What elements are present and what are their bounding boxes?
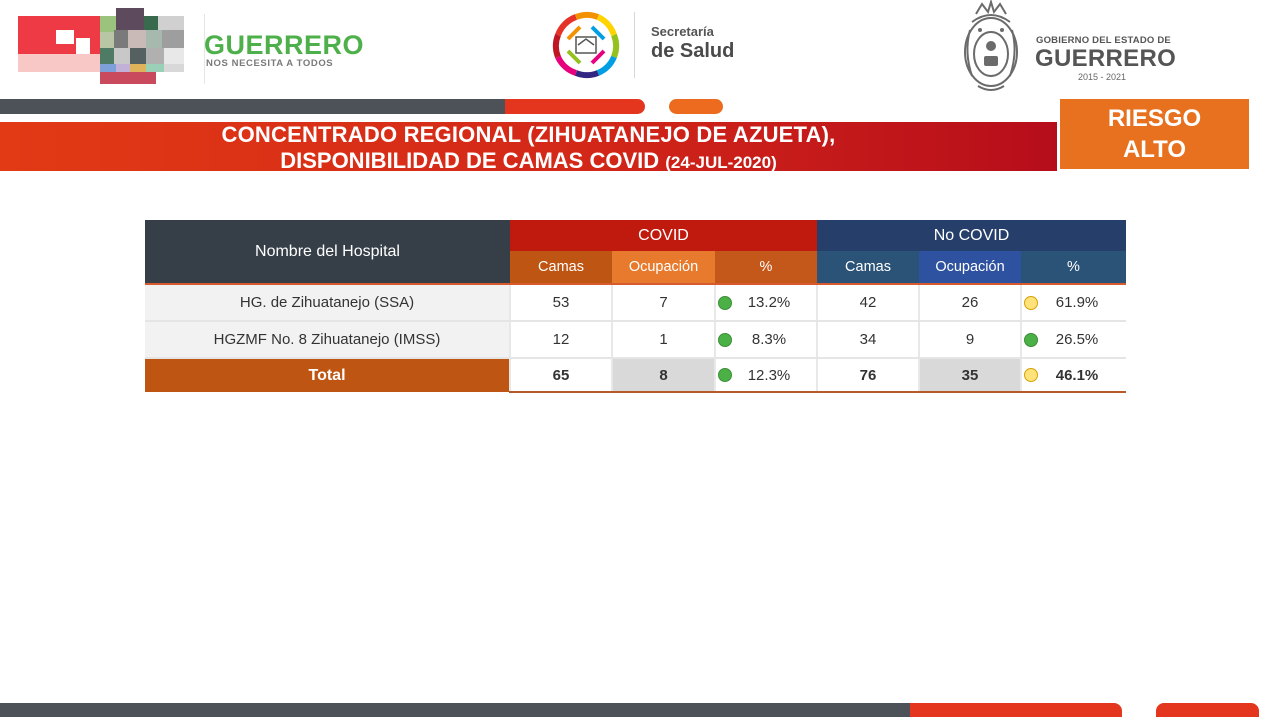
top-red-bar (505, 99, 645, 114)
salud-logo-big-text: de Salud (651, 40, 735, 62)
table-total-row: Total 65 8 12.3% 76 35 46.1% (145, 358, 1127, 393)
guerrero-wordmark: GUERRERO (204, 30, 365, 60)
pixelated-logo-image (18, 8, 198, 86)
banner-date: (24-JUL-2020) (665, 153, 777, 172)
nocovid-beds: 42 (816, 284, 919, 322)
table-row: HG. de Zihuatanejo (SSA) 53 7 13.2% 42 2… (145, 284, 1127, 322)
nocovid-beds: 34 (816, 321, 919, 359)
nocovid-pct: 26.5% (1055, 331, 1099, 348)
nocovid-occupancy: 26 (918, 284, 1021, 322)
gobierno-guerrero-logo: GOBIERNO DEL ESTADO DE GUERRERO 2015 - 2… (958, 0, 1188, 96)
header-covid: COVID (510, 220, 817, 251)
top-gray-bar (0, 99, 505, 114)
top-orange-pill (669, 99, 723, 114)
state-seal-icon (964, 0, 1018, 91)
hospital-beds-table: Nombre del Hospital COVID No COVID Camas… (145, 220, 1127, 393)
covid-beds: 12 (509, 321, 612, 359)
gobierno-years: 2015 - 2021 (1078, 72, 1127, 82)
banner-title-line1: CONCENTRADO REGIONAL (ZIHUATANEJO DE AZU… (221, 122, 836, 147)
total-nocovid-pct-cell: 46.1% (1019, 358, 1127, 393)
header-nocovid-pct: % (1021, 251, 1127, 285)
total-covid-occupancy: 8 (611, 358, 715, 393)
header-covid-occupancy: Ocupación (612, 251, 715, 285)
header-nocovid-beds: Camas (817, 251, 919, 285)
bottom-red-bar (910, 703, 1122, 717)
table-row: HGZMF No. 8 Zihuatanejo (IMSS) 12 1 8.3%… (145, 321, 1127, 359)
covid-pct-cell: 8.3% (714, 321, 817, 359)
header-no-covid: No COVID (817, 220, 1127, 251)
secretaria-salud-logo: Secretaría de Salud (548, 8, 748, 84)
status-green-dot-icon (718, 332, 732, 347)
salud-divider (634, 12, 635, 78)
nocovid-pct: 61.9% (1055, 294, 1099, 311)
risk-label: RIESGO (1107, 105, 1202, 132)
guerrero-logo: GUERRERO NOS NECESITA A TODOS (18, 8, 364, 88)
covid-pct: 13.2% (747, 294, 791, 311)
salud-logo-small-text: Secretaría (651, 24, 714, 39)
status-green-dot-icon (718, 368, 732, 382)
total-covid-pct: 12.3% (747, 366, 791, 384)
covid-beds: 53 (509, 284, 612, 322)
status-yellow-dot-icon (1024, 295, 1038, 310)
header-hospital-name: Nombre del Hospital (145, 220, 510, 285)
logo-divider (204, 14, 205, 84)
total-nocovid-pct: 46.1% (1055, 366, 1099, 384)
salud-emblem-icon (552, 11, 620, 79)
bottom-red-pill (1156, 703, 1259, 717)
covid-pct-cell: 13.2% (714, 284, 817, 322)
header-nocovid-occupancy: Ocupación (919, 251, 1021, 285)
gobierno-small-text: GOBIERNO DEL ESTADO DE (1036, 35, 1171, 46)
nocovid-occupancy: 9 (918, 321, 1021, 359)
covid-pct: 8.3% (751, 331, 787, 348)
banner-title-line2: DISPONIBILIDAD DE CAMAS COVID (24-JUL-20… (0, 148, 1057, 174)
hospital-name: HGZMF No. 8 Zihuatanejo (IMSS) (145, 321, 510, 359)
title-banner: CONCENTRADO REGIONAL (ZIHUATANEJO DE AZU… (0, 122, 1057, 174)
risk-value: ALTO (1122, 136, 1187, 163)
total-covid-pct-cell: 12.3% (714, 358, 817, 393)
nocovid-pct-cell: 61.9% (1019, 284, 1127, 322)
risk-level-box: RIESGO ALTO (1060, 99, 1249, 169)
status-green-dot-icon (718, 295, 732, 310)
status-yellow-dot-icon (1024, 368, 1038, 382)
bottom-gray-bar (0, 703, 910, 717)
guerrero-tagline: NOS NECESITA A TODOS (206, 58, 334, 69)
covid-occupancy: 7 (611, 284, 715, 322)
nocovid-pct-cell: 26.5% (1019, 321, 1127, 359)
hospital-name: HG. de Zihuatanejo (SSA) (145, 284, 510, 322)
total-covid-beds: 65 (509, 358, 612, 393)
status-green-dot-icon (1024, 332, 1038, 347)
total-nocovid-occupancy: 35 (918, 358, 1021, 393)
header-covid-pct: % (715, 251, 817, 285)
covid-occupancy: 1 (611, 321, 715, 359)
total-nocovid-beds: 76 (816, 358, 919, 393)
header-covid-beds: Camas (510, 251, 612, 285)
total-label: Total (145, 358, 510, 392)
gobierno-big-text: GUERRERO (1035, 45, 1177, 72)
banner-title-text: DISPONIBILIDAD DE CAMAS COVID (280, 148, 660, 173)
